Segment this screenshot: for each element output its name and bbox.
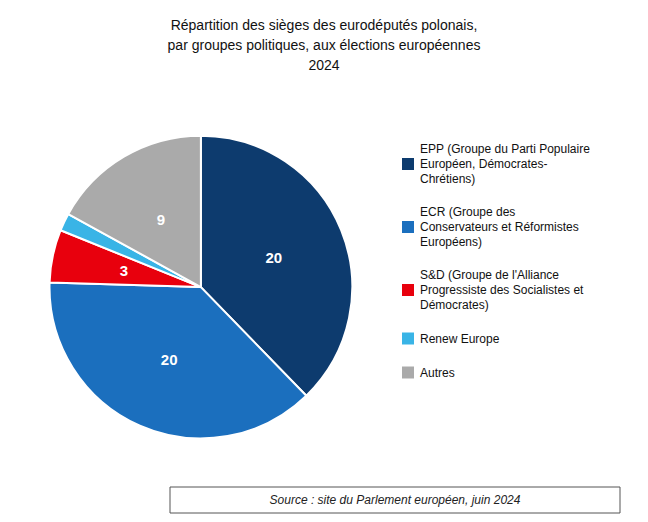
svg-text:Conservateurs et Réformistes: Conservateurs et Réformistes (420, 220, 579, 234)
svg-text:par groupes politiques, aux él: par groupes politiques, aux élections eu… (168, 37, 481, 53)
svg-text:Européen, Démocrates-: Européen, Démocrates- (420, 157, 547, 171)
svg-text:20: 20 (161, 351, 178, 368)
svg-text:Démocrates): Démocrates) (420, 298, 489, 312)
svg-text:Renew Europe: Renew Europe (420, 332, 500, 346)
svg-text:20: 20 (265, 249, 282, 266)
svg-text:Européens): Européens) (420, 235, 482, 249)
svg-text:Source : site du Parlement eur: Source : site du Parlement européen, jui… (270, 493, 521, 507)
svg-text:Autres: Autres (420, 366, 455, 380)
svg-text:3: 3 (120, 262, 128, 279)
svg-text:S&D (Groupe de l'Alliance: S&D (Groupe de l'Alliance (420, 268, 559, 282)
svg-text:EPP (Groupe du Parti Populaire: EPP (Groupe du Parti Populaire (420, 142, 590, 156)
svg-text:ECR (Groupe des: ECR (Groupe des (420, 205, 515, 219)
svg-text:Progressiste des Socialistes e: Progressiste des Socialistes et (420, 283, 584, 297)
svg-text:Répartition des sièges des eur: Répartition des sièges des eurodéputés p… (171, 17, 478, 33)
svg-text:2024: 2024 (308, 57, 339, 73)
svg-text:9: 9 (157, 211, 165, 228)
svg-text:Chrétiens): Chrétiens) (420, 172, 475, 186)
